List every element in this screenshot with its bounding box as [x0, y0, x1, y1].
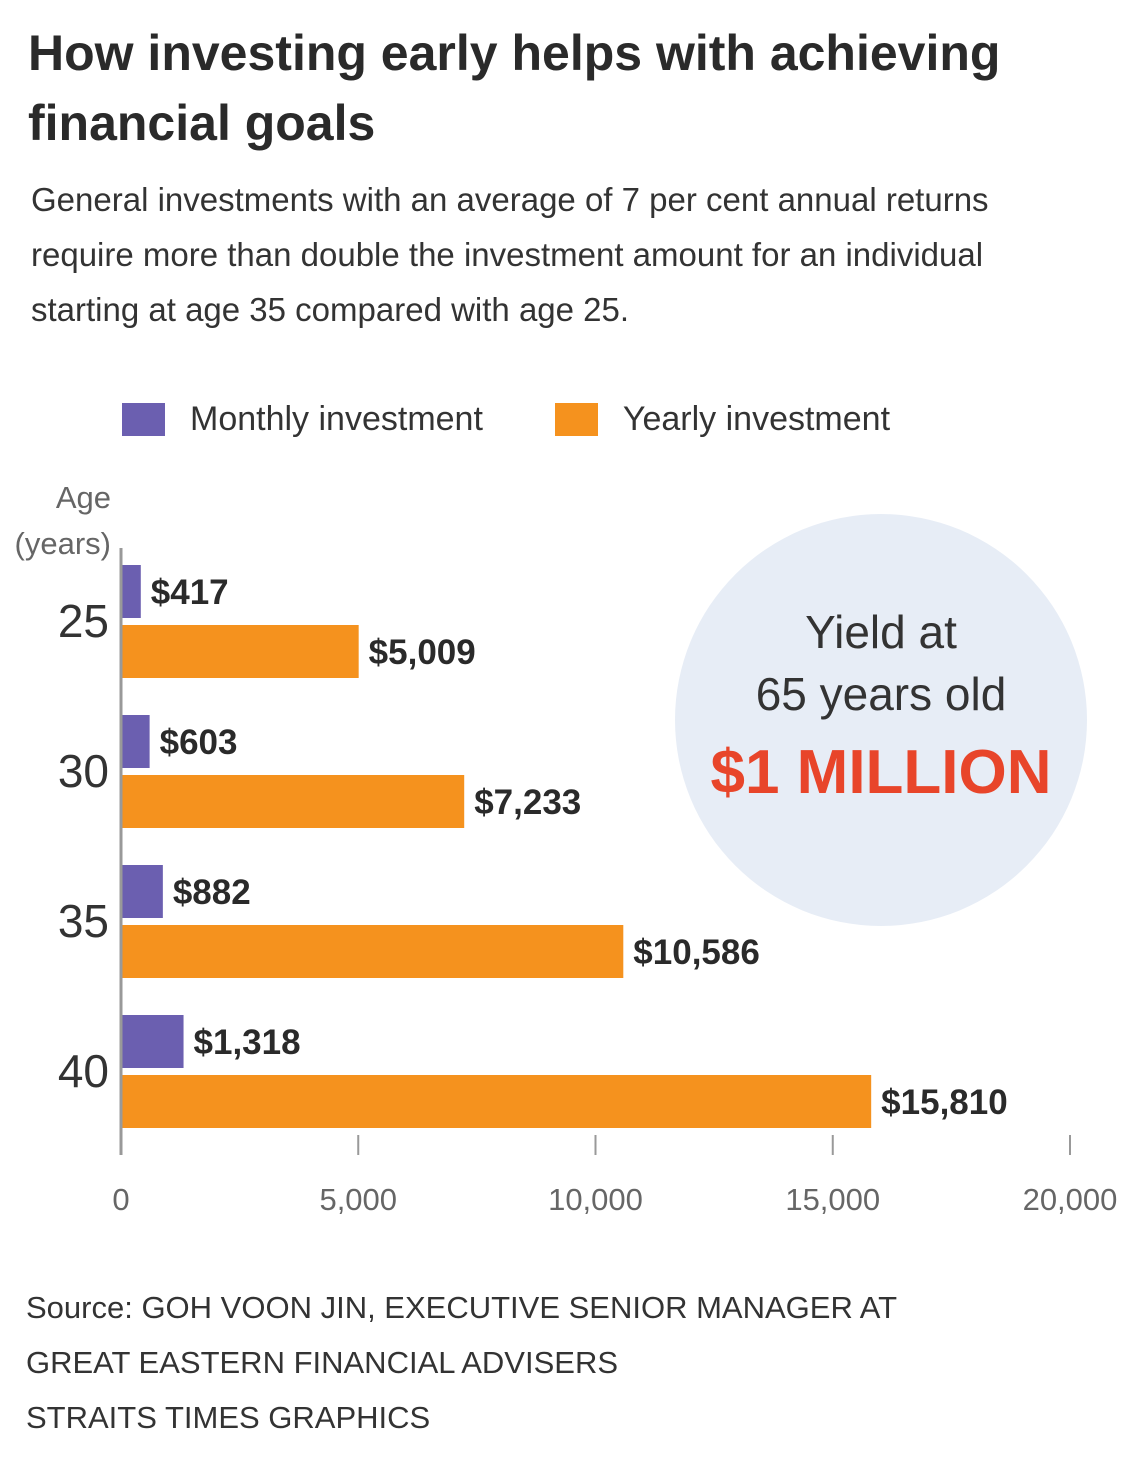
y-tick-label: 25	[58, 595, 109, 647]
y-tick-label: 40	[58, 1045, 109, 1097]
y-axis-label-line1: Age	[56, 480, 111, 515]
data-label: $417	[151, 573, 229, 612]
callout-amount: $1 MILLION	[710, 738, 1051, 807]
bar-yearly	[121, 775, 465, 828]
data-label: $7,233	[474, 783, 581, 822]
bar-yearly	[121, 1075, 872, 1128]
legend-swatch-monthly	[122, 403, 165, 436]
x-tick-label: 15,000	[785, 1182, 880, 1217]
source-line1: Source: GOH VOON JIN, EXECUTIVE SENIOR M…	[26, 1290, 898, 1325]
bar-monthly	[121, 865, 163, 918]
bar-monthly	[121, 1015, 184, 1068]
source-line2: GREAT EASTERN FINANCIAL ADVISERS	[26, 1345, 619, 1380]
bar-monthly	[121, 715, 150, 768]
legend-monthly: Monthly investment	[122, 400, 483, 439]
legend-swatch-yearly	[554, 403, 598, 436]
legend-yearly: Yearly investment	[554, 400, 891, 439]
credit: STRAITS TIMES GRAPHICS	[26, 1400, 431, 1435]
y-tick-label: 30	[58, 745, 109, 797]
y-axis-label-line2: (years)	[15, 526, 111, 561]
legend-label-monthly: Monthly investment	[190, 400, 483, 438]
legend-label-yearly: Yearly investment	[622, 400, 891, 438]
y-tick-label: 35	[58, 895, 109, 947]
data-label: $15,810	[881, 1083, 1008, 1122]
bar-monthly	[121, 565, 141, 618]
callout-circle	[675, 514, 1087, 926]
callout-line1: Yield at	[805, 606, 957, 658]
footer: Source: GOH VOON JIN, EXECUTIVE SENIOR M…	[26, 1280, 897, 1445]
data-label: $1,318	[194, 1023, 301, 1062]
x-tick-label: 5,000	[319, 1182, 397, 1217]
data-label: $882	[173, 873, 251, 912]
bar-yearly	[121, 925, 624, 978]
data-label: $5,009	[369, 633, 476, 672]
x-tick-label: 10,000	[548, 1182, 643, 1217]
data-label: $10,586	[633, 933, 760, 972]
chart-subtitle: General investments with an average of 7…	[31, 181, 989, 328]
chart-title: How investing early helps with achieving…	[28, 25, 1001, 151]
callout-line2: 65 years old	[756, 668, 1007, 720]
x-tick-label: 20,000	[1023, 1182, 1118, 1217]
bar-yearly	[121, 625, 359, 678]
data-label: $603	[160, 723, 238, 762]
x-tick-label: 0	[112, 1182, 129, 1217]
legend: Monthly investment Yearly investment	[122, 400, 962, 439]
